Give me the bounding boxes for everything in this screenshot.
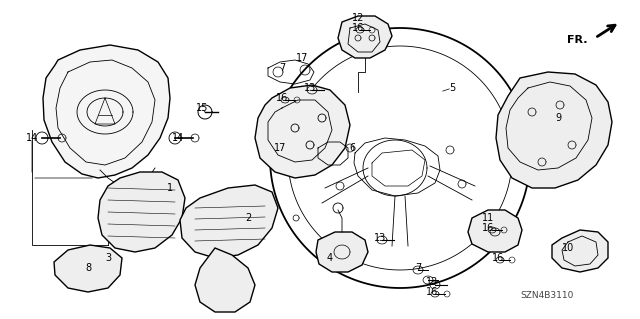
Text: SZN4B3110: SZN4B3110 [520, 291, 573, 300]
Text: 13: 13 [374, 233, 386, 243]
Text: 4: 4 [327, 253, 333, 263]
Text: FR.: FR. [568, 35, 588, 45]
Polygon shape [43, 45, 170, 178]
Text: 16: 16 [492, 253, 504, 263]
Text: 16: 16 [482, 223, 494, 233]
Text: 10: 10 [562, 243, 574, 253]
Polygon shape [552, 230, 608, 272]
Polygon shape [195, 248, 255, 312]
Polygon shape [180, 185, 278, 258]
Text: 7: 7 [279, 63, 285, 73]
Text: 14: 14 [26, 133, 38, 143]
Text: 17: 17 [296, 53, 308, 63]
Text: 5: 5 [449, 83, 455, 93]
Text: 3: 3 [105, 253, 111, 263]
Text: 6: 6 [349, 143, 355, 153]
Text: 7: 7 [415, 263, 421, 273]
Text: 9: 9 [555, 113, 561, 123]
Text: 13: 13 [304, 83, 316, 93]
Polygon shape [468, 210, 522, 252]
Text: 12: 12 [352, 13, 364, 23]
Text: 16: 16 [352, 23, 364, 33]
Text: 11: 11 [482, 213, 494, 223]
Polygon shape [496, 72, 612, 188]
Text: 16: 16 [276, 93, 288, 103]
Text: 1: 1 [167, 183, 173, 193]
Polygon shape [54, 245, 122, 292]
Text: 17: 17 [274, 143, 286, 153]
Text: 2: 2 [245, 213, 251, 223]
Text: 13: 13 [426, 277, 438, 287]
Polygon shape [338, 16, 392, 58]
Text: 15: 15 [196, 103, 208, 113]
Text: 8: 8 [85, 263, 91, 273]
Polygon shape [316, 232, 368, 272]
Polygon shape [255, 85, 350, 178]
Text: 16: 16 [426, 287, 438, 297]
Polygon shape [98, 172, 185, 252]
Text: 14: 14 [172, 133, 184, 143]
